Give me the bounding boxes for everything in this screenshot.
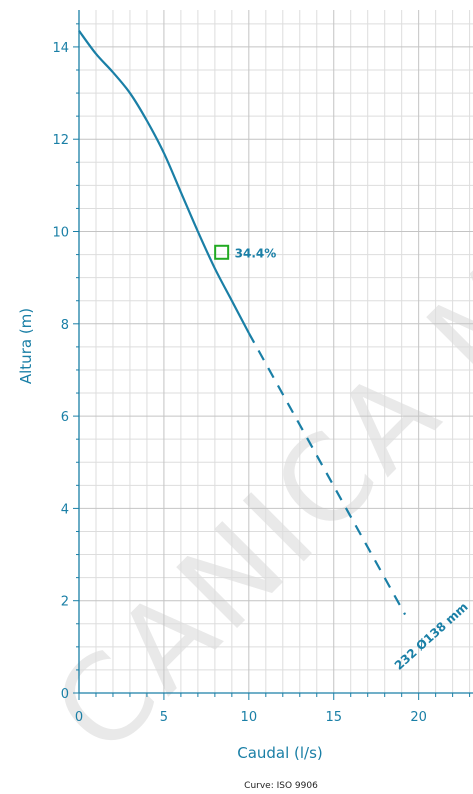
efficiency-label: 34.4% [235, 246, 277, 260]
x-tick-label: 10 [241, 710, 258, 725]
y-tick-label: 2 [61, 595, 69, 610]
pump-curve-line [78, 30, 250, 334]
grid-minor-lines [79, 10, 473, 693]
tick-labels: 0 2 4 6 8 10 12 14 0 5 10 15 20 [52, 41, 426, 725]
x-tick-label: 5 [160, 710, 168, 725]
series-layer [78, 30, 407, 616]
x-tick-label: 15 [325, 710, 342, 725]
x-axis-label: Caudal (l/s) [237, 744, 323, 762]
footer-note: Curve: ISO 9906 [244, 781, 318, 791]
y-tick-label: 12 [52, 133, 69, 148]
y-tick-label: 0 [61, 687, 69, 702]
y-axis-label: Altura (m) [17, 308, 35, 384]
y-tick-label: 10 [52, 226, 69, 241]
grid-major-lines [79, 10, 473, 693]
efficiency-marker [214, 244, 230, 260]
tick-marks [73, 23, 471, 700]
pump-curve-extrapolated [247, 332, 407, 616]
y-tick-label: 4 [61, 502, 69, 517]
curve-label: 232 Ø138 mm [392, 600, 471, 673]
x-tick-label: 20 [410, 710, 427, 725]
axes [78, 10, 473, 694]
y-tick-label: 6 [61, 410, 69, 425]
y-tick-label: 14 [52, 41, 69, 56]
x-tick-label: 0 [75, 710, 83, 725]
watermark-text: CANICA M [27, 232, 473, 780]
y-tick-label: 8 [61, 318, 69, 333]
